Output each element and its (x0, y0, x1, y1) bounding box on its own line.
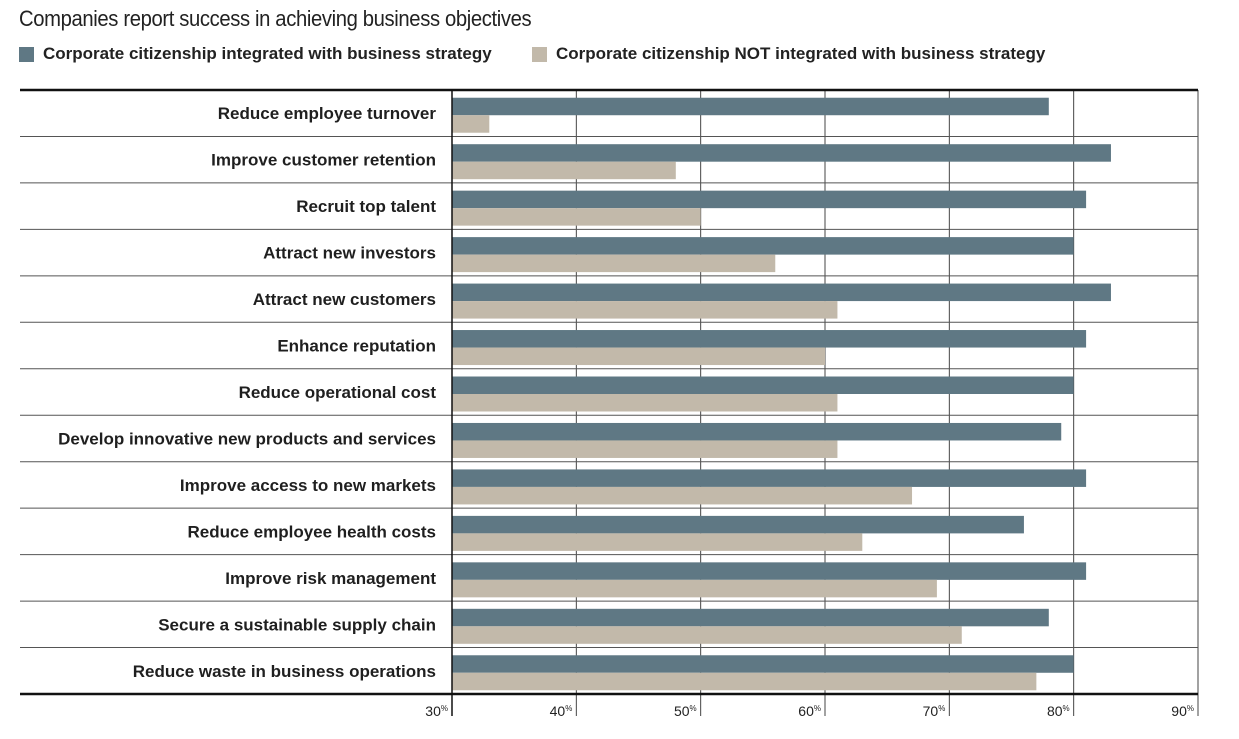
legend-item-integrated: Corporate citizenship integrated with bu… (19, 44, 492, 64)
category-label: Improve risk management (225, 569, 436, 588)
category-label: Develop innovative new products and serv… (58, 429, 436, 448)
bar-integrated-1 (452, 144, 1111, 162)
tick-label-80: 80% (1047, 703, 1070, 719)
bar-integrated-0 (452, 97, 1049, 116)
bar-not-integrated-10 (452, 579, 937, 598)
tick-label-40: 40% (550, 703, 573, 719)
bar-integrated-8 (452, 469, 1087, 487)
bar-not-integrated-12 (452, 672, 1037, 691)
bar-not-integrated-8 (452, 486, 913, 505)
bar-integrated-11 (452, 608, 1049, 627)
bar-not-integrated-4 (452, 301, 838, 319)
category-label: Secure a sustainable supply chain (158, 615, 436, 634)
bar-integrated-4 (452, 283, 1111, 302)
bar-not-integrated-5 (452, 347, 825, 366)
tick-label-50: 50% (674, 703, 697, 719)
tick-label-70: 70% (923, 703, 946, 719)
legend-swatch-integrated (19, 46, 34, 62)
category-label: Reduce waste in business operations (133, 662, 436, 681)
legend-label-not-integrated: Corporate citizenship NOT integrated wit… (556, 44, 1046, 63)
bar-integrated-9 (452, 515, 1024, 534)
bar-integrated-3 (452, 237, 1074, 255)
category-label: Improve customer retention (211, 151, 436, 170)
chart-title: Companies report success in achieving bu… (19, 6, 532, 31)
category-label: Enhance reputation (277, 337, 436, 356)
bar-integrated-12 (452, 655, 1074, 673)
bar-not-integrated-0 (452, 115, 490, 133)
bar-not-integrated-3 (452, 254, 776, 273)
bar-integrated-2 (452, 190, 1087, 209)
bar-not-integrated-11 (452, 626, 962, 644)
legend-label-integrated: Corporate citizenship integrated with bu… (43, 44, 492, 63)
legend-item-not-integrated: Corporate citizenship NOT integrated wit… (532, 44, 1045, 64)
category-label: Reduce employee turnover (218, 104, 437, 123)
bar-integrated-6 (452, 376, 1074, 394)
bar-not-integrated-7 (452, 440, 838, 458)
tick-label-60: 60% (798, 703, 821, 719)
bar-integrated-5 (452, 330, 1087, 348)
tick-label-30: 30% (425, 703, 448, 719)
category-label: Recruit top talent (296, 197, 436, 216)
bar-not-integrated-6 (452, 394, 838, 412)
category-label: Attract new investors (263, 244, 436, 263)
category-label: Reduce employee health costs (188, 522, 436, 541)
legend-swatch-not-integrated (532, 46, 547, 62)
category-label: Reduce operational cost (239, 383, 437, 402)
bar-integrated-7 (452, 422, 1062, 441)
bar-integrated-10 (452, 562, 1087, 580)
bar-not-integrated-9 (452, 533, 863, 551)
tick-label-90: 90% (1171, 703, 1194, 719)
category-label: Attract new customers (253, 290, 436, 309)
bar-not-integrated-2 (452, 208, 701, 226)
bar-not-integrated-1 (452, 161, 676, 180)
category-label: Improve access to new markets (180, 476, 436, 495)
